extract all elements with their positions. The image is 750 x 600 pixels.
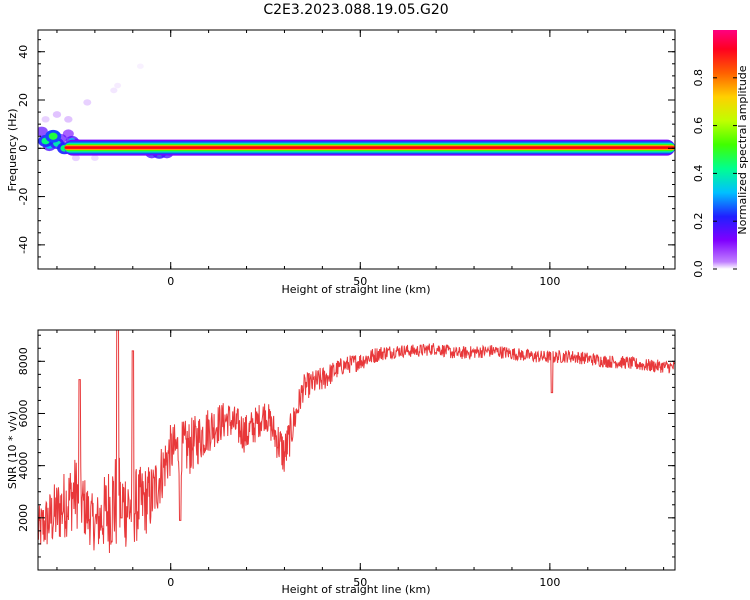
figure-title: C2E3.2023.088.19.05.G20 <box>263 2 448 18</box>
spectrogram-blob <box>110 87 118 94</box>
snr-y-tick-label: 6000 <box>17 399 30 427</box>
snr-x-tick-label: 50 <box>353 576 367 589</box>
spectrogram-y-tick-label: 0 <box>17 145 30 152</box>
colorbar-tick-label: 0.2 <box>692 212 705 230</box>
spectrogram-blob <box>83 99 92 106</box>
spectrogram-ridge-band <box>64 146 675 149</box>
spectrogram-y-tick-label: 20 <box>17 93 30 107</box>
snr-y-tick-label: 2000 <box>17 504 30 532</box>
spectrogram-x-tick-label: 50 <box>353 275 367 288</box>
spectrogram-y-tick-label: -40 <box>17 236 30 254</box>
spectrogram-ticks: 0 50 100 -40 -20 0 20 40 <box>17 30 675 288</box>
spectrogram-y-tick-label: -20 <box>17 188 30 206</box>
snr-y-tick-label: 8000 <box>17 347 30 375</box>
colorbar-tick-label: 0.0 <box>692 260 705 278</box>
spectrogram-y-axis-label: Frequency (Hz) <box>6 109 19 192</box>
colorbar: 0.0 0.2 0.4 0.6 0.8 Normalized spectral ampl… <box>692 30 749 278</box>
snr-x-axis-label: Height of straight line (km) <box>281 583 430 596</box>
spectrogram-blob <box>52 111 62 118</box>
spectrogram-x-tick-label: 0 <box>167 275 174 288</box>
spectrogram-y-tick-label: 40 <box>17 45 30 59</box>
spectrogram-frame <box>37 29 676 270</box>
spectrogram-panel: 0 50 100 -40 -20 0 20 40 Height of straight lin… <box>6 29 676 296</box>
spectrogram-blob <box>71 154 80 162</box>
snr-frame <box>37 329 676 571</box>
snr-series-line <box>38 330 675 554</box>
colorbar-label: Normalized spectral amplitude <box>736 65 749 234</box>
spectrogram-blob <box>136 63 144 69</box>
snr-x-tick-label: 0 <box>167 576 174 589</box>
spectrogram-x-tick-label: 100 <box>539 275 560 288</box>
snr-plot-area <box>38 330 675 554</box>
spectrogram-plot-area <box>38 63 675 162</box>
spectrogram-blob <box>91 154 99 161</box>
snr-x-tick-label: 100 <box>539 576 560 589</box>
colorbar-tick-label: 0.6 <box>692 117 705 135</box>
spectrogram-blob <box>38 126 48 137</box>
spectrogram-blob <box>64 115 73 123</box>
snr-panel: 0 50 100 2000 4000 6000 8000 Height of straigh… <box>6 329 676 596</box>
spectrogram-x-axis-label: Height of straight line (km) <box>281 283 430 296</box>
spectrogram-blob <box>114 82 122 89</box>
snr-y-axis-label: SNR (10 * v/v) <box>6 411 19 489</box>
snr-ticks: 0 50 100 2000 4000 6000 8000 <box>17 330 675 589</box>
colorbar-gradient <box>713 30 737 269</box>
colorbar-tick-label: 0.4 <box>692 165 705 183</box>
spectrogram-blob <box>41 116 50 123</box>
colorbar-tick-label: 0.8 <box>692 69 705 87</box>
colorbar-ticks: 0.0 0.2 0.4 0.6 0.8 <box>692 69 737 278</box>
snr-y-tick-label: 4000 <box>17 452 30 480</box>
spectrogram-blob-core <box>48 132 58 140</box>
